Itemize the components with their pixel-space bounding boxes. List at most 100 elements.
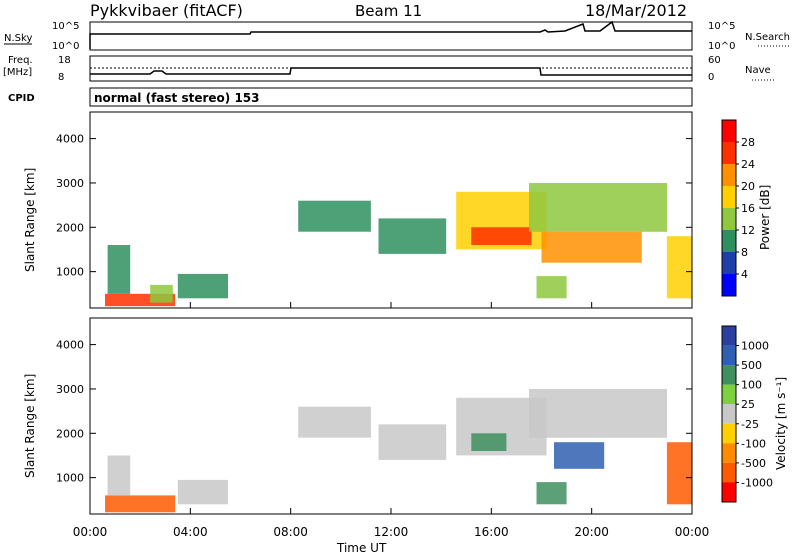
- power-colorbar-label-1: 8: [741, 246, 748, 259]
- power-colorbar-label-3: 16: [741, 202, 755, 215]
- velocity-ytick-label-1: 2000: [56, 427, 84, 440]
- velocity-colorbar-cell-6: [722, 443, 736, 463]
- power-heatmap: [105, 183, 692, 307]
- power-patch-5: [378, 218, 447, 254]
- nsearch-label: N.Search: [745, 32, 790, 43]
- velocity-patch-10: [536, 482, 567, 505]
- power-colorbar-label-0: 4: [741, 268, 748, 281]
- power-y-label: Slant Range [km]: [23, 168, 37, 272]
- nsky-tick-bottom: 10^0: [52, 41, 79, 52]
- power-ytick-label-3: 4000: [56, 133, 84, 146]
- x-tick-label-6: 00:00: [675, 525, 710, 539]
- velocity-patch-8: [554, 442, 605, 469]
- velocity-patch-6: [471, 433, 507, 451]
- nsky-trace: [89, 20, 692, 49]
- beam-title: Beam 11: [355, 2, 422, 20]
- x-tick-label-0: 00:00: [73, 525, 108, 539]
- nsearch-tick-bottom: 10^0: [708, 41, 735, 52]
- velocity-patch-9: [666, 442, 692, 505]
- velocity-colorbar-cell-7: [722, 462, 736, 483]
- power-patch-7: [471, 227, 532, 245]
- velocity-y-label: Slant Range [km]: [23, 374, 37, 478]
- freq-label-1: Freq.: [8, 55, 33, 66]
- velocity-colorbar-label-5: -100: [741, 437, 766, 450]
- velocity-y-axis: 1000 2000 3000 4000: [56, 339, 692, 485]
- power-colorbar-cell-5: [722, 164, 736, 186]
- power-patch-1: [107, 245, 131, 294]
- x-tick-label-4: 16:00: [474, 525, 509, 539]
- power-patch-10: [666, 236, 692, 299]
- power-colorbar-cell-3: [722, 208, 736, 230]
- velocity-colorbar-label-6: -500: [741, 457, 766, 470]
- power-ytick-label-2: 3000: [56, 177, 84, 190]
- velocity-patch-0: [105, 495, 176, 513]
- velocity-colorbar-label-4: -25: [741, 418, 759, 431]
- velocity-colorbar-label-1: 500: [741, 359, 762, 372]
- nave-tick-top: 60: [708, 55, 721, 66]
- cpid-text: normal (fast stereo) 153: [94, 91, 260, 105]
- velocity-patch-2: [177, 479, 228, 505]
- power-colorbar-label: Power [dB]: [758, 185, 772, 250]
- velocity-colorbar-cell-4: [722, 404, 736, 424]
- velocity-colorbar-cell-0: [722, 326, 736, 346]
- velocity-colorbar-label-7: -1000: [741, 476, 773, 489]
- date-title: 18/Mar/2012: [585, 1, 687, 20]
- velocity-patch-4: [378, 424, 447, 460]
- power-ytick-label-0: 1000: [56, 266, 84, 279]
- power-y-axis: 1000 2000 3000 4000: [56, 133, 692, 279]
- velocity-colorbar-label: Velocity [m s⁻¹]: [774, 377, 788, 470]
- station-title: Pykkvibaer (fitACF): [90, 1, 243, 20]
- power-colorbar-cell-0: [722, 274, 736, 296]
- x-tick-label-1: 04:00: [173, 525, 208, 539]
- freq-label-2: [MHz]: [3, 67, 32, 78]
- velocity-colorbar-cell-3: [722, 384, 736, 405]
- nsky-label: N.Sky: [4, 33, 32, 44]
- velocity-colorbar-frame: [721, 325, 737, 503]
- power-patch-3: [177, 273, 228, 299]
- velocity-panel: 1000 2000 3000 4000 Slant Range [km] 1000 50…: [23, 317, 788, 515]
- x-tick-label-2: 08:00: [273, 525, 308, 539]
- velocity-colorbar-label-2: 100: [741, 379, 762, 392]
- freq-tick-top: 18: [58, 55, 71, 66]
- power-colorbar-cell-2: [722, 230, 736, 252]
- velocity-colorbar-cell-1: [722, 345, 736, 366]
- velocity-colorbar-label-3: 25: [741, 398, 755, 411]
- nave-tick-bottom: 0: [708, 72, 714, 83]
- power-patch-8: [529, 183, 667, 232]
- time-axis: 00:00 04:00 08:00 12:00 16:00 20:00 00:00: [73, 302, 710, 539]
- power-colorbar-cell-6: [722, 142, 736, 164]
- velocity-colorbar: 1000 500 100 25 -25 -100 -500 -1000: [721, 325, 773, 503]
- freq-panel: Freq. [MHz] 18 8 60 0 Nave: [3, 55, 776, 83]
- nsearch-tick-top: 10^5: [708, 21, 735, 32]
- nsky-panel: N.Sky 10^5 10^0 10^5 10^0 N.Search: [4, 20, 790, 52]
- velocity-ytick-label-2: 3000: [56, 383, 84, 396]
- power-colorbar: 4 8 12 16 20 24 28: [721, 119, 755, 297]
- cpid-row: CPID normal (fast stereo) 153: [8, 87, 693, 107]
- power-panel: 1000 2000 3000 4000 Slant Range [km] 4 8 12 16…: [23, 111, 772, 309]
- cpid-frame: [89, 87, 693, 107]
- nsky-frame: [89, 21, 693, 51]
- velocity-ytick-label-0: 1000: [56, 472, 84, 485]
- x-axis-label: Time UT: [336, 541, 387, 554]
- power-colorbar-label-5: 24: [741, 158, 755, 171]
- x-tick-label-3: 12:00: [374, 525, 409, 539]
- power-patch-2: [150, 284, 173, 303]
- nave-label: Nave: [745, 65, 771, 76]
- power-ytick-label-1: 2000: [56, 221, 84, 234]
- velocity-colorbar-cell-8: [722, 482, 736, 502]
- velocity-colorbar-cell-2: [722, 365, 736, 385]
- x-tick-label-5: 20:00: [574, 525, 609, 539]
- velocity-ytick-label-3: 4000: [56, 339, 84, 352]
- freq-tick-bottom: 8: [58, 72, 64, 83]
- velocity-colorbar-cell-5: [722, 423, 736, 444]
- velocity-heatmap: [105, 389, 692, 513]
- power-patch-11: [536, 276, 567, 299]
- cpid-label: CPID: [8, 93, 35, 104]
- velocity-patch-1: [107, 455, 131, 496]
- nsky-tick-top: 10^5: [52, 21, 79, 32]
- power-colorbar-cell-7: [722, 120, 736, 142]
- power-colorbar-label-2: 12: [741, 224, 755, 237]
- power-colorbar-label-6: 28: [741, 136, 755, 149]
- power-patch-9: [541, 231, 642, 263]
- power-patch-4: [298, 200, 371, 232]
